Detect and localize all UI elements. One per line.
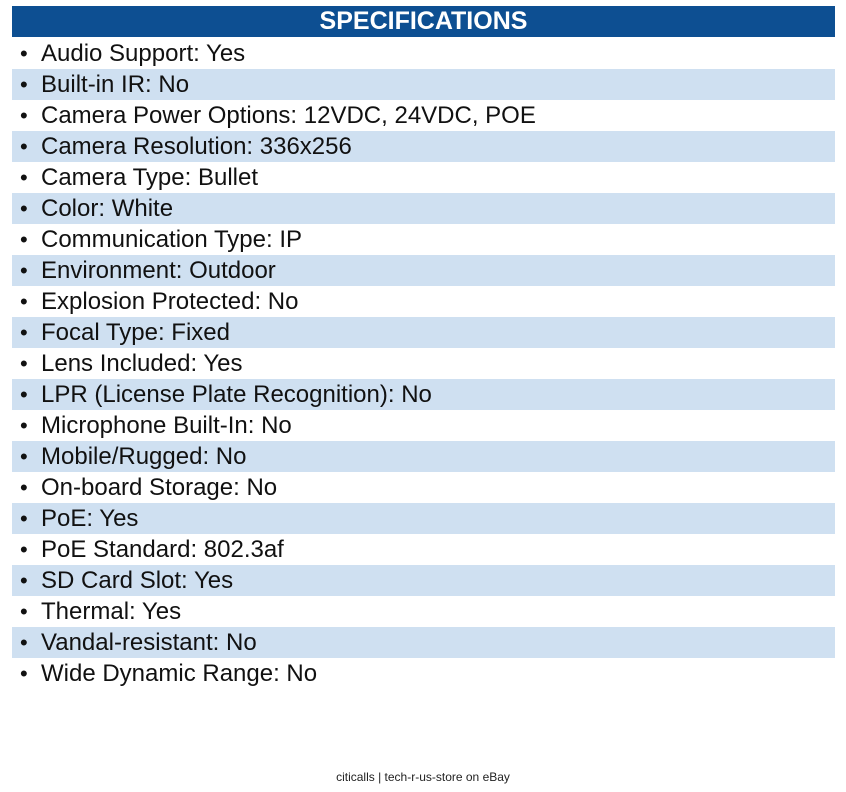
spec-row-camera-power-options: • Camera Power Options: 12VDC, 24VDC, POE	[12, 100, 835, 131]
spec-row-vandal-resistant: • Vandal-resistant: No	[12, 627, 835, 658]
bullet-icon: •	[20, 629, 28, 655]
spec-text: Vandal-resistant: No	[41, 628, 257, 656]
spec-text: Focal Type: Fixed	[41, 318, 230, 346]
bullet-icon: •	[20, 474, 28, 500]
bullet-icon: •	[20, 257, 28, 283]
spec-row-wide-dynamic-range: • Wide Dynamic Range: No	[12, 658, 835, 689]
spec-row-camera-resolution: • Camera Resolution: 336x256	[12, 131, 835, 162]
spec-text: PoE: Yes	[41, 504, 139, 532]
spec-text: Color: White	[41, 194, 174, 222]
spec-text: Camera Resolution: 336x256	[41, 132, 352, 160]
bullet-icon: •	[20, 40, 28, 66]
bullet-icon: •	[20, 567, 28, 593]
spec-row-color: • Color: White	[12, 193, 835, 224]
spec-text: Environment: Outdoor	[41, 256, 276, 284]
bullet-icon: •	[20, 226, 28, 252]
spec-text: Microphone Built-In: No	[41, 411, 292, 439]
bullet-icon: •	[20, 350, 28, 376]
specifications-header: SPECIFICATIONS	[12, 6, 835, 37]
bullet-icon: •	[20, 660, 28, 686]
spec-text: Explosion Protected: No	[41, 287, 299, 315]
bullet-icon: •	[20, 164, 28, 190]
spec-text: LPR (License Plate Recognition): No	[41, 380, 432, 408]
spec-text: Thermal: Yes	[41, 597, 182, 625]
spec-text: On-board Storage: No	[41, 473, 278, 501]
spec-text: Lens Included: Yes	[41, 349, 243, 377]
bullet-icon: •	[20, 536, 28, 562]
spec-row-built-in-ir: • Built-in IR: No	[12, 69, 835, 100]
spec-text: SD Card Slot: Yes	[41, 566, 234, 594]
spec-row-on-board-storage: • On-board Storage: No	[12, 472, 835, 503]
spec-row-lens-included: • Lens Included: Yes	[12, 348, 835, 379]
footer-credit: citicalls | tech-r-us-store on eBay	[336, 770, 510, 784]
bullet-icon: •	[20, 288, 28, 314]
spec-row-thermal: • Thermal: Yes	[12, 596, 835, 627]
spec-row-camera-type: • Camera Type: Bullet	[12, 162, 835, 193]
spec-row-lpr: • LPR (License Plate Recognition): No	[12, 379, 835, 410]
spec-row-focal-type: • Focal Type: Fixed	[12, 317, 835, 348]
spec-row-sd-card-slot: • SD Card Slot: Yes	[12, 565, 835, 596]
spec-row-explosion-protected: • Explosion Protected: No	[12, 286, 835, 317]
spec-list: • Audio Support: Yes • Built-in IR: No • Ca…	[12, 38, 835, 689]
bullet-icon: •	[20, 133, 28, 159]
spec-row-poe-standard: • PoE Standard: 802.3af	[12, 534, 835, 565]
spec-row-poe: • PoE: Yes	[12, 503, 835, 534]
bullet-icon: •	[20, 381, 28, 407]
spec-row-communication-type: • Communication Type: IP	[12, 224, 835, 255]
bullet-icon: •	[20, 195, 28, 221]
spec-text: Communication Type: IP	[41, 225, 303, 253]
spec-row-audio-support: • Audio Support: Yes	[12, 38, 835, 69]
spec-text: Wide Dynamic Range: No	[41, 659, 318, 687]
spec-text: Audio Support: Yes	[41, 39, 246, 67]
spec-row-mobile-rugged: • Mobile/Rugged: No	[12, 441, 835, 472]
bullet-icon: •	[20, 102, 28, 128]
spec-row-environment: • Environment: Outdoor	[12, 255, 835, 286]
spec-row-microphone-built-in: • Microphone Built-In: No	[12, 410, 835, 441]
bullet-icon: •	[20, 443, 28, 469]
specifications-title: SPECIFICATIONS	[319, 7, 528, 35]
bullet-icon: •	[20, 319, 28, 345]
spec-text: Built-in IR: No	[41, 70, 190, 98]
bullet-icon: •	[20, 505, 28, 531]
spec-text: PoE Standard: 802.3af	[41, 535, 284, 563]
spec-text: Camera Power Options: 12VDC, 24VDC, POE	[41, 101, 536, 129]
bullet-icon: •	[20, 412, 28, 438]
spec-text: Camera Type: Bullet	[41, 163, 258, 191]
bullet-icon: •	[20, 598, 28, 624]
spec-text: Mobile/Rugged: No	[41, 442, 247, 470]
bullet-icon: •	[20, 71, 28, 97]
